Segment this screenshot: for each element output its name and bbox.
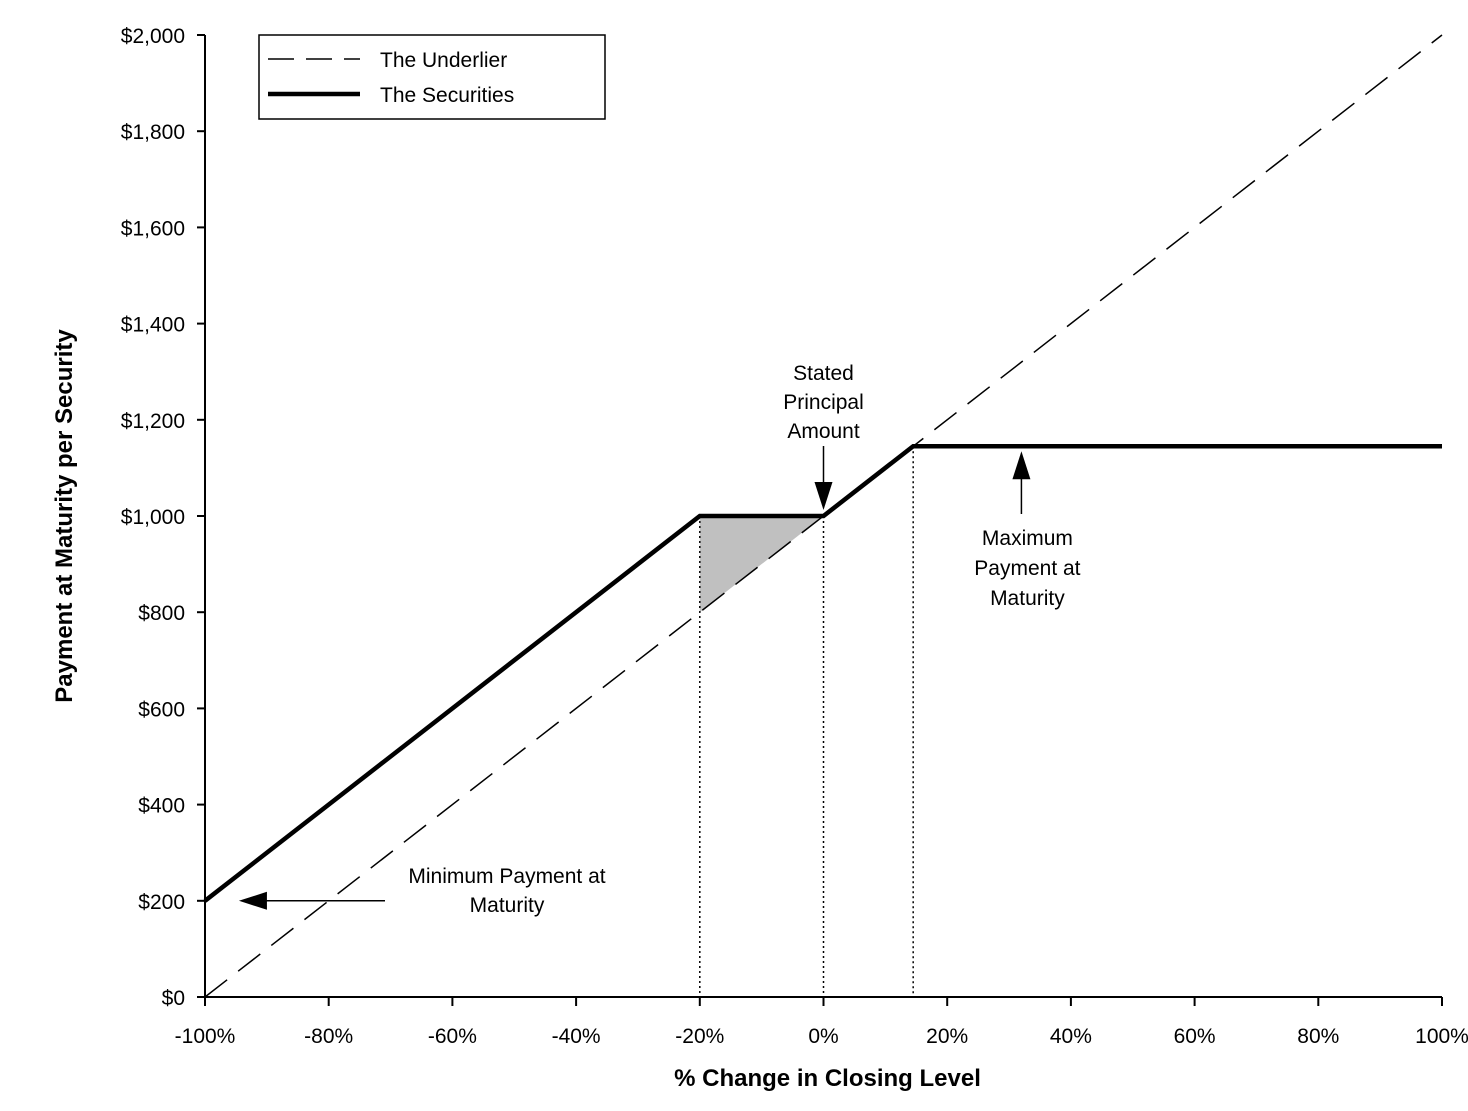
x-tick-label: 20% bbox=[926, 1025, 968, 1048]
y-tick-label: $600 bbox=[138, 698, 185, 721]
x-tick-label: 60% bbox=[1174, 1025, 1216, 1048]
shaded-region bbox=[699, 516, 824, 613]
annotation-text: Maturity bbox=[470, 894, 545, 917]
legend-box bbox=[258, 34, 606, 120]
arrow-head bbox=[238, 891, 267, 910]
y-tick-label: $400 bbox=[138, 795, 185, 818]
annotation-text: Maximum bbox=[982, 527, 1073, 550]
y-tick-label: $800 bbox=[138, 602, 185, 625]
y-tick-label: $1,200 bbox=[121, 410, 185, 433]
y-tick-label: $200 bbox=[138, 891, 185, 914]
y-tick-label: $1,400 bbox=[121, 314, 185, 337]
x-tick-label: 100% bbox=[1415, 1025, 1468, 1048]
x-tick-label: 80% bbox=[1297, 1025, 1339, 1048]
y-axis-title: Payment at Maturity per Security bbox=[51, 329, 78, 703]
y-tick-label: $1,600 bbox=[121, 217, 185, 240]
arrow-head bbox=[1012, 451, 1031, 480]
annotation-text: Principal bbox=[783, 391, 864, 414]
y-tick-label: $1,000 bbox=[121, 506, 185, 529]
series-line-securities bbox=[203, 444, 1442, 903]
annotation-text: Minimum Payment at bbox=[408, 865, 605, 888]
y-tick-label: $2,000 bbox=[121, 25, 185, 48]
annotations: Stated Principal Amount Maximum Payment at Ma… bbox=[238, 362, 1081, 917]
legend: The Underlier The Securities bbox=[258, 34, 606, 120]
y-tick-label: $0 bbox=[162, 987, 185, 1010]
x-tick-label: -40% bbox=[552, 1025, 601, 1048]
annotation-text: Maturity bbox=[990, 587, 1065, 610]
x-tick-label: 40% bbox=[1050, 1025, 1092, 1048]
legend-label: The Underlier bbox=[380, 49, 507, 72]
arrow-head bbox=[814, 482, 833, 510]
annotation-text: Amount bbox=[787, 420, 860, 443]
x-tick-label: -100% bbox=[175, 1025, 236, 1048]
x-axis-title: % Change in Closing Level bbox=[674, 1065, 981, 1092]
plot-area: $0 $200 $400 $600 $800 $1,000 $1,200 $1,400 $1,6… bbox=[121, 25, 1468, 1048]
x-tick-label: -60% bbox=[428, 1025, 477, 1048]
annotation-text: Stated bbox=[793, 362, 854, 385]
x-tick-label: 0% bbox=[808, 1025, 838, 1048]
annotation-text: Payment at bbox=[974, 557, 1080, 580]
legend-label: The Securities bbox=[380, 84, 514, 107]
x-tick-label: -80% bbox=[304, 1025, 353, 1048]
x-tick-label: -20% bbox=[675, 1025, 724, 1048]
y-tick-label: $1,800 bbox=[121, 121, 185, 144]
